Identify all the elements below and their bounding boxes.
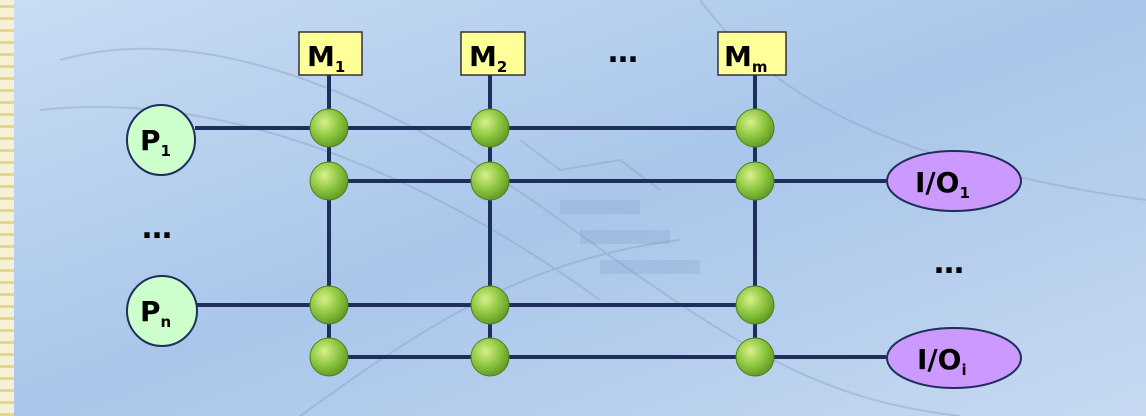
memory-module-m: Mm xyxy=(717,31,787,76)
memory-box xyxy=(717,31,787,76)
memory-letter: M xyxy=(307,40,335,73)
memory-box xyxy=(298,31,363,76)
io-ellipsis: … xyxy=(934,246,964,281)
svg-text:M1: M1 xyxy=(307,40,345,76)
switch-node xyxy=(470,285,510,325)
processor-letter: P xyxy=(140,295,161,328)
svg-text:M2: M2 xyxy=(469,40,507,76)
io-subscript: 1 xyxy=(959,184,969,202)
processor-n: Pn xyxy=(126,275,198,347)
io-subscript: i xyxy=(961,361,966,379)
svg-text:Mm: Mm xyxy=(724,40,768,76)
switch-node xyxy=(470,161,510,201)
svg-text:P1: P1 xyxy=(140,124,171,160)
memory-letter: M xyxy=(469,40,497,73)
switch-node xyxy=(735,337,775,377)
memory-subscript: 2 xyxy=(497,58,507,76)
switch-node xyxy=(309,161,349,201)
processor-subscript: 1 xyxy=(161,142,171,160)
processor-letter: P xyxy=(140,124,161,157)
io-module-i: I/Oi xyxy=(886,327,1022,389)
io-module-1: I/O1 xyxy=(886,150,1022,212)
io-ellipse xyxy=(886,150,1022,212)
memory-module-1: M1 xyxy=(298,31,363,76)
processor-circle xyxy=(126,104,196,176)
switch-node xyxy=(735,108,775,148)
svg-text:Pn: Pn xyxy=(140,295,171,331)
memory-subscript: 1 xyxy=(335,58,345,76)
switch-nodes xyxy=(309,108,775,377)
switch-node xyxy=(309,337,349,377)
processor-ellipsis: … xyxy=(142,211,172,246)
switch-node xyxy=(309,285,349,325)
switch-node xyxy=(735,285,775,325)
memory-ellipsis: … xyxy=(608,35,638,70)
horizontal-buses xyxy=(195,126,886,359)
processor-subscript: n xyxy=(161,313,172,331)
memory-subscript: m xyxy=(752,58,768,76)
switch-node xyxy=(735,161,775,201)
switch-node xyxy=(309,108,349,148)
io-letter: I/O xyxy=(915,166,959,199)
switch-node xyxy=(470,108,510,148)
memory-box xyxy=(460,31,526,76)
svg-text:I/O1: I/O1 xyxy=(915,166,970,202)
processor-1: P1 xyxy=(126,104,196,176)
memory-letter: M xyxy=(724,40,752,73)
svg-text:I/Oi: I/Oi xyxy=(917,343,967,379)
memory-module-2: M2 xyxy=(460,31,526,76)
processor-circle xyxy=(126,275,198,347)
io-ellipse xyxy=(886,327,1022,389)
memory-buses xyxy=(327,75,757,358)
io-letter: I/O xyxy=(917,343,961,376)
switch-node xyxy=(470,337,510,377)
